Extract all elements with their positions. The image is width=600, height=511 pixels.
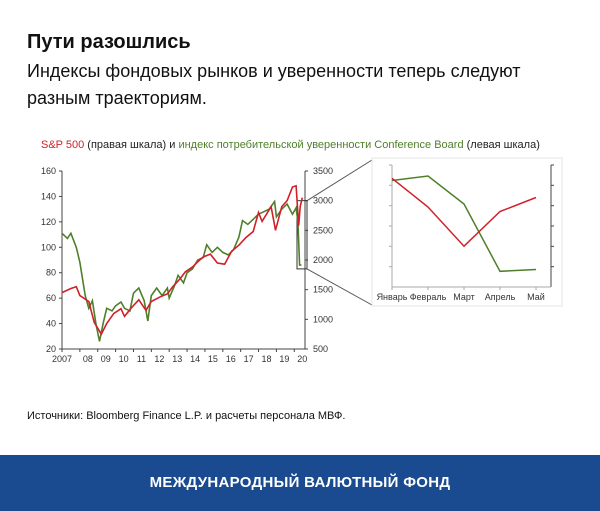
x-tick-label: 13 (172, 354, 182, 364)
left-tick-label: 40 (46, 319, 56, 329)
series-cb-line (61, 199, 302, 342)
right-tick-label: 2500 (313, 225, 333, 235)
right-tick-label: 1500 (313, 285, 333, 295)
right-tick-label: 1000 (313, 314, 333, 324)
title-cb: индекс потребительской уверенности Confe… (178, 139, 464, 151)
inset-x-label: Февраль (410, 292, 447, 302)
connector-line (306, 159, 373, 202)
left-tick-label: 160 (41, 166, 56, 176)
x-tick-label: 2007 (52, 354, 72, 364)
right-tick-label: 3000 (313, 196, 333, 206)
x-tick-label: 09 (101, 354, 111, 364)
x-tick-label: 12 (154, 354, 164, 364)
title-cb-note: (левая шкала) (463, 139, 540, 151)
x-tick-label: 16 (226, 354, 236, 364)
inset-x-label: Март (453, 292, 475, 302)
x-tick-label: 08 (83, 354, 93, 364)
right-tick-label: 3500 (313, 166, 333, 176)
x-tick-label: 15 (208, 354, 218, 364)
x-tick-label: 17 (244, 354, 254, 364)
inset-panel (371, 157, 563, 307)
inset-x-label: Январь (377, 292, 408, 302)
source-note: Источники: Bloomberg Finance L.P. и расч… (27, 410, 346, 422)
left-tick-label: 60 (46, 293, 56, 303)
right-tick-label: 500 (313, 344, 328, 354)
left-tick-label: 80 (46, 268, 56, 278)
left-tick-label: 20 (46, 344, 56, 354)
inset-x-label: Май (527, 292, 545, 302)
footer-banner: МЕЖДУНАРОДНЫЙ ВАЛЮТНЫЙ ФОНД (0, 455, 600, 511)
right-tick-label: 2000 (313, 255, 333, 265)
x-tick-label: 18 (262, 354, 272, 364)
left-tick-label: 100 (41, 242, 56, 252)
x-tick-label: 10 (119, 354, 129, 364)
chart-title: S&P 500 (правая шкала) и индекс потребит… (41, 139, 540, 151)
left-tick-label: 140 (41, 191, 56, 201)
series-sp-line (61, 184, 304, 336)
inset-cb-line (391, 175, 537, 273)
left-tick-label: 120 (41, 217, 56, 227)
title-sp-note: (правая шкала) и (84, 139, 179, 151)
title-sp: S&P 500 (41, 139, 85, 151)
x-tick-label: 14 (190, 354, 200, 364)
inset-sp-line (391, 177, 537, 248)
connector-line (306, 268, 373, 306)
inset-x-label: Апрель (485, 292, 516, 302)
page-subtitle: Индексы фондовых рынков и уверенности те… (27, 61, 521, 108)
chart: 20 40 60 80 100 120 140 160 500 1000 1500 2000 2500 3… (41, 157, 563, 364)
x-tick-label: 19 (279, 354, 289, 364)
x-tick-label: 11 (137, 354, 146, 364)
page-title: Пути разошлись (27, 31, 191, 53)
x-tick-label: 20 (297, 354, 307, 364)
